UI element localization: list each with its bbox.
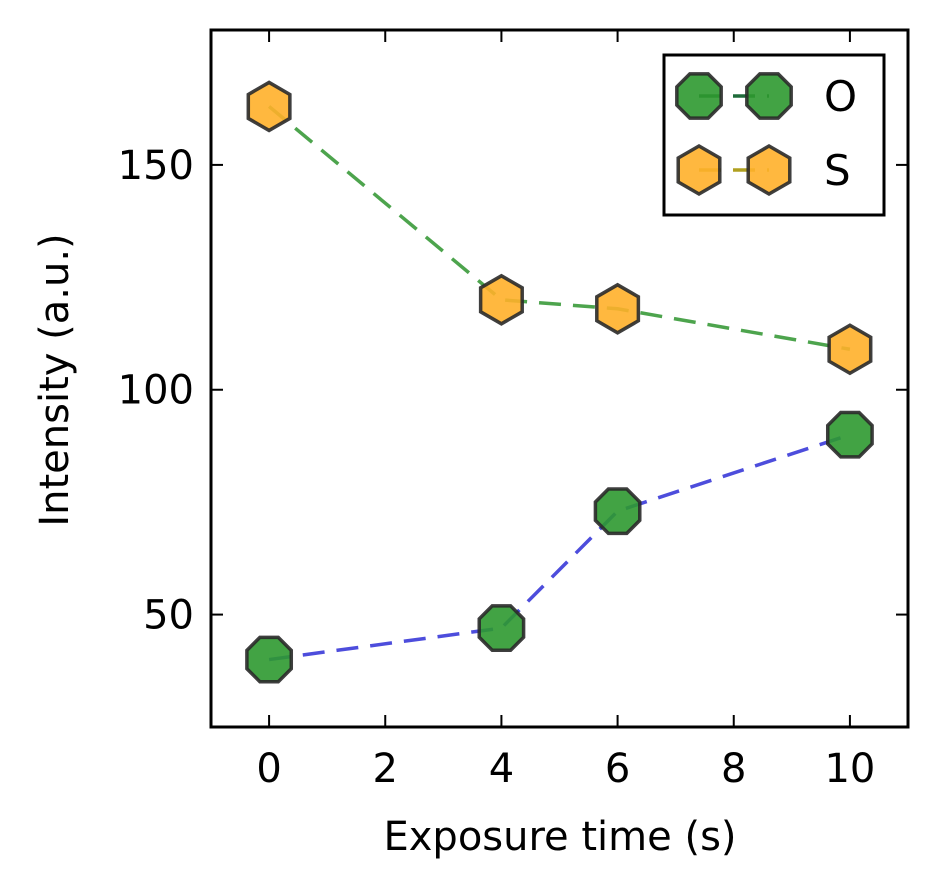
legend-marker-O	[675, 72, 723, 120]
series-line-S	[267, 105, 851, 351]
x-tick-label: 8	[721, 746, 746, 792]
data-point-O	[245, 635, 294, 684]
legend-marker-O	[745, 72, 793, 120]
legend-label-O: O	[824, 72, 857, 121]
x-axis-label: Exposure time (s)	[383, 814, 736, 860]
y-tick-label: 100	[118, 368, 194, 414]
data-point-S	[246, 80, 292, 133]
axis-ticks: 0 2 4 6 8 10 50 100 150	[118, 30, 908, 792]
x-tick-label: 10	[824, 746, 875, 792]
x-tick-label: 4	[489, 746, 514, 792]
plot-frame	[209, 28, 910, 729]
plot-area	[245, 80, 874, 684]
legend-label-S: S	[824, 146, 851, 195]
x-tick-label: 2	[373, 746, 398, 792]
y-axis-label: Intensity (a.u.)	[32, 233, 78, 526]
legend: OS	[662, 53, 886, 217]
series-line-O	[268, 433, 851, 662]
y-tick-label: 150	[118, 143, 194, 189]
data-point-S	[827, 323, 873, 376]
x-tick-label: 0	[256, 746, 281, 792]
data-point-S	[478, 273, 524, 326]
legend-marker-S	[746, 143, 792, 197]
data-point-O	[825, 410, 874, 459]
data-point-O	[593, 487, 642, 536]
y-tick-label: 50	[143, 593, 194, 639]
legend-marker-S	[676, 143, 722, 197]
x-tick-label: 6	[605, 746, 630, 792]
data-point-O	[477, 604, 526, 652]
data-point-S	[595, 282, 641, 335]
